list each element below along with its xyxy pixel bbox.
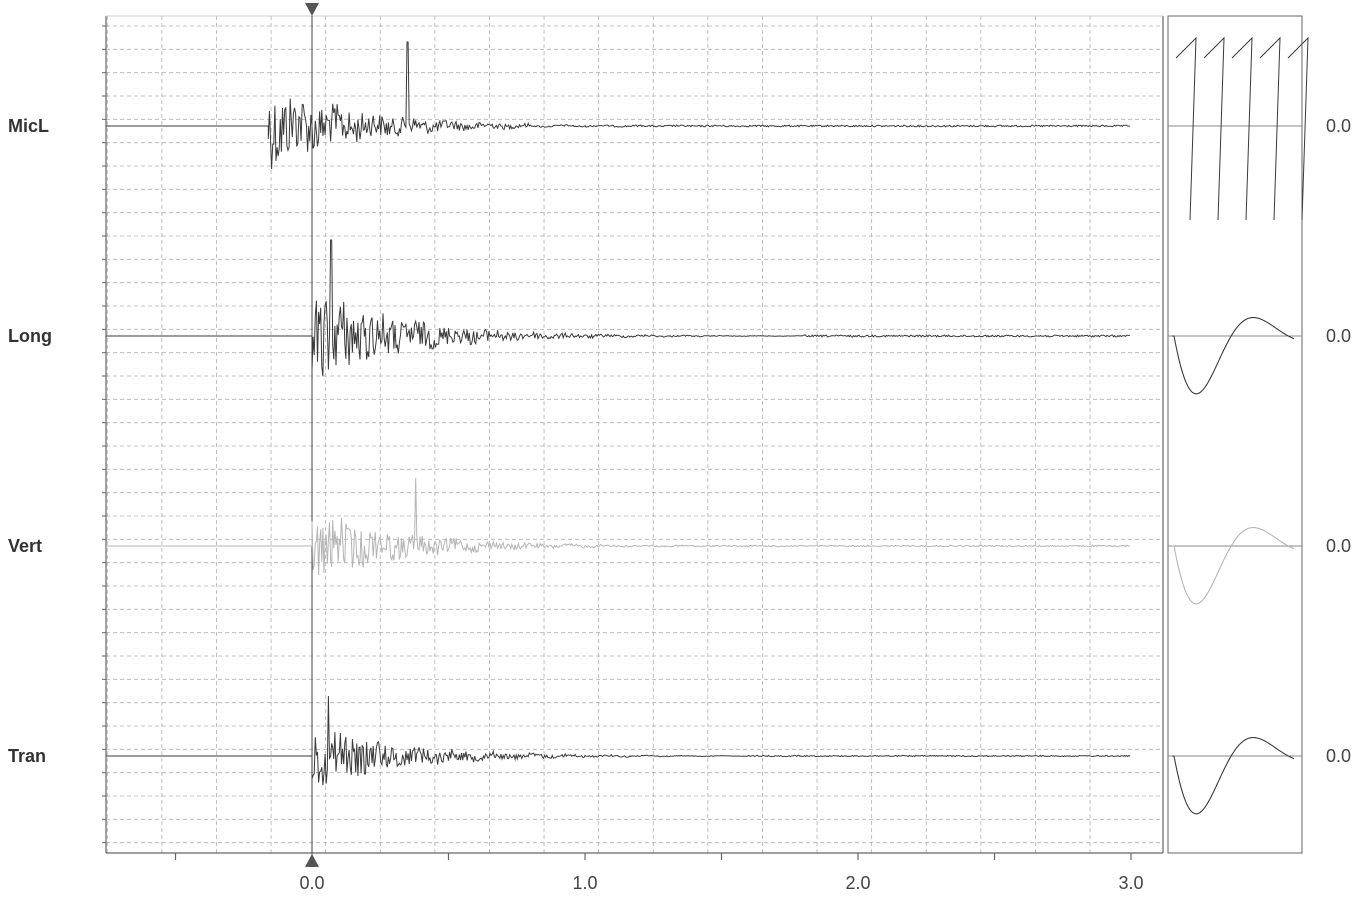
trigger-marker-top-icon <box>305 3 319 16</box>
channel-label: Vert <box>8 536 42 556</box>
side-trace-micl <box>1175 36 1309 221</box>
channel-label: Tran <box>8 746 46 766</box>
side-trace-vert <box>1172 527 1295 605</box>
series-trace-micl <box>106 41 1131 170</box>
channel-label: Long <box>8 326 52 346</box>
zero-label: 0.0 <box>1326 116 1351 136</box>
trace-layer <box>106 41 1131 786</box>
series-trace-vert <box>106 477 1130 576</box>
zero-label: 0.0 <box>1326 746 1351 766</box>
x-tick-label: 0.0 <box>299 873 324 893</box>
channel-label: MicL <box>8 116 49 136</box>
x-tick-label: 1.0 <box>572 873 597 893</box>
trigger-marker-bottom-icon <box>305 854 319 867</box>
grid <box>106 16 1163 853</box>
side-panel <box>1167 15 1309 854</box>
series-trace-tran <box>106 695 1131 786</box>
zero-label: 0.0 <box>1326 326 1351 346</box>
label-layer: MicL 0.0 Long 0.0 Vert 0.0 Tran 0.0 0.0 1.0 2.0 3.0 <box>8 116 1351 893</box>
side-panel-frame <box>1167 15 1303 854</box>
series-trace-long <box>106 239 1131 377</box>
x-tick-label: 3.0 <box>1118 873 1143 893</box>
side-trace-long <box>1172 317 1295 395</box>
zero-label: 0.0 <box>1326 536 1351 556</box>
side-trace-tran <box>1172 737 1295 815</box>
x-tick-label: 2.0 <box>845 873 870 893</box>
plot-frame <box>102 3 1164 867</box>
